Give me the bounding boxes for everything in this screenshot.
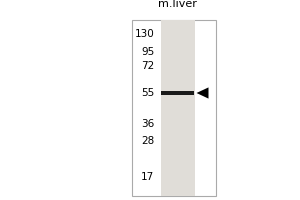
- Text: 36: 36: [141, 119, 154, 129]
- Polygon shape: [196, 87, 208, 99]
- Text: 95: 95: [141, 47, 154, 57]
- Text: 72: 72: [141, 61, 154, 71]
- Bar: [160, 20, 195, 196]
- Text: 55: 55: [141, 88, 154, 98]
- Bar: [161, 91, 194, 95]
- Text: 28: 28: [141, 136, 154, 146]
- Text: m.liver: m.liver: [158, 0, 197, 9]
- Text: 17: 17: [141, 172, 154, 182]
- Bar: [132, 20, 216, 196]
- Text: 130: 130: [135, 29, 155, 39]
